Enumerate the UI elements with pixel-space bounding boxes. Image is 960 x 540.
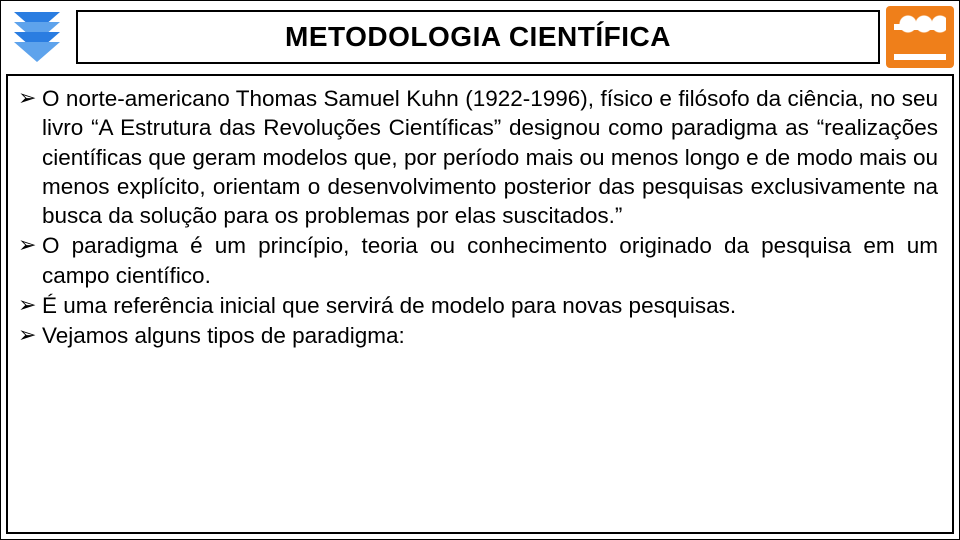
title-box: METODOLOGIA CIENTÍFICA bbox=[76, 10, 880, 64]
list-item: É uma referência inicial que servirá de … bbox=[18, 291, 938, 320]
bullet-list: O norte-americano Thomas Samuel Kuhn (19… bbox=[18, 84, 938, 350]
content-box: O norte-americano Thomas Samuel Kuhn (19… bbox=[6, 74, 954, 534]
brand-orange-icon bbox=[886, 6, 954, 68]
list-item: O paradigma é um princípio, teoria ou co… bbox=[18, 231, 938, 290]
list-item: Vejamos alguns tipos de paradigma: bbox=[18, 321, 938, 350]
brand-chevron-icon bbox=[8, 8, 66, 66]
page-title: METODOLOGIA CIENTÍFICA bbox=[285, 21, 671, 53]
list-item: O norte-americano Thomas Samuel Kuhn (19… bbox=[18, 84, 938, 230]
